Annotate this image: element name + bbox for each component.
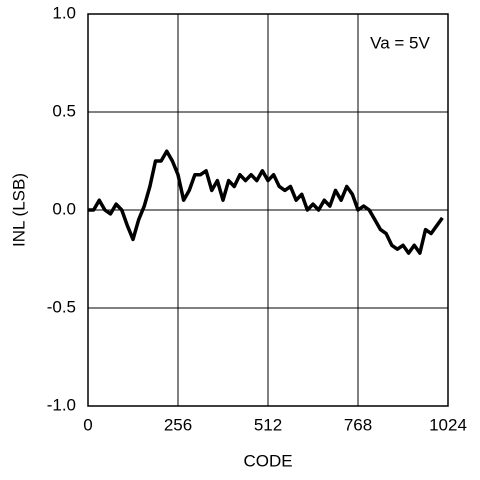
data-line [88, 149, 444, 255]
y-tick-label: 0.0 [52, 199, 76, 218]
x-axis-label: CODE [243, 451, 292, 470]
x-tick-label: 256 [164, 415, 192, 434]
y-axis-label: INL (LSB) [9, 173, 28, 247]
annotation: Va = 5V [370, 33, 430, 52]
x-tick-label: 512 [254, 415, 282, 434]
y-tick-label: 1.0 [52, 3, 76, 22]
y-tick-label: -1.0 [47, 395, 76, 414]
x-tick-label: 1024 [429, 415, 467, 434]
x-tick-label: 768 [344, 415, 372, 434]
x-tick-label: 0 [83, 415, 92, 434]
y-tick-label: -0.5 [47, 297, 76, 316]
y-tick-label: 0.5 [52, 101, 76, 120]
